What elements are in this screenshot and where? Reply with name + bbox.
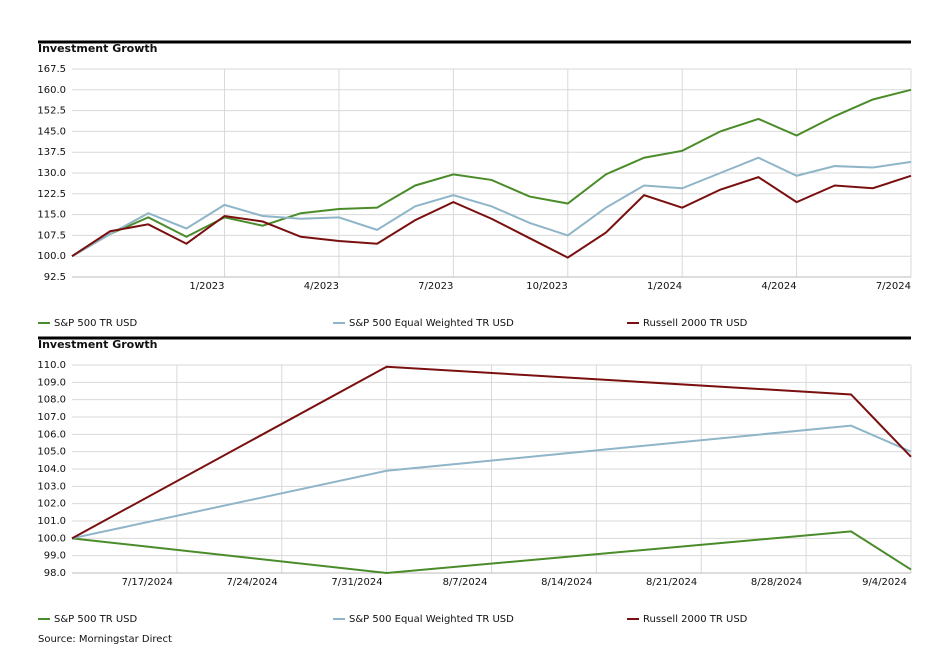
y-tick-label: 160.0 <box>37 85 66 96</box>
y-tick-label: 152.5 <box>37 106 66 117</box>
series-line <box>71 365 912 540</box>
y-tick-label: 107.0 <box>37 412 66 423</box>
y-tick-label: 101.0 <box>37 516 66 527</box>
x-tick-label: 7/31/2024 <box>331 577 382 588</box>
y-tick-label: 107.5 <box>37 230 66 241</box>
y-tick-label: 122.5 <box>37 189 66 200</box>
y-tick-label: 103.0 <box>37 481 66 492</box>
y-tick-label: 100.0 <box>37 533 66 544</box>
x-tick-label: 1/2024 <box>647 281 682 292</box>
y-tick-label: 99.0 <box>44 551 66 562</box>
x-tick-label: 10/2023 <box>526 281 568 292</box>
series-line <box>71 88 912 258</box>
y-tick-label: 145.0 <box>37 126 66 137</box>
x-tick-label: 7/17/2024 <box>122 577 173 588</box>
y-tick-label: 108.0 <box>37 395 66 406</box>
chart-title: Investment Growth <box>38 338 157 351</box>
x-tick-label: 7/2023 <box>418 281 453 292</box>
x-tick-label: 1/2023 <box>189 281 224 292</box>
legend-label: Russell 2000 TR USD <box>643 318 748 329</box>
series-line <box>71 174 912 259</box>
y-tick-label: 115.0 <box>37 210 66 221</box>
y-tick-label: 98.0 <box>44 568 66 579</box>
y-tick-label: 109.0 <box>37 377 66 388</box>
x-tick-label: 8/7/2024 <box>443 577 488 588</box>
x-tick-label: 7/2024 <box>876 281 911 292</box>
chart-title: Investment Growth <box>38 42 157 55</box>
series-line <box>71 424 912 540</box>
y-tick-label: 167.5 <box>37 64 66 75</box>
x-tick-label: 9/4/2024 <box>862 577 907 588</box>
x-tick-label: 4/2024 <box>761 281 796 292</box>
y-tick-label: 137.5 <box>37 147 66 158</box>
legend-label: S&P 500 Equal Weighted TR USD <box>349 614 514 625</box>
y-tick-label: 102.0 <box>37 499 66 510</box>
legend-label: S&P 500 TR USD <box>54 614 138 625</box>
y-tick-label: 104.0 <box>37 464 66 475</box>
y-tick-label: 105.0 <box>37 447 66 458</box>
x-tick-label: 8/28/2024 <box>751 577 802 588</box>
y-tick-label: 100.0 <box>37 251 66 262</box>
x-tick-label: 4/2023 <box>304 281 339 292</box>
x-tick-label: 7/24/2024 <box>226 577 277 588</box>
legend-label: S&P 500 Equal Weighted TR USD <box>349 318 514 329</box>
source-note: Source: Morningstar Direct <box>38 634 172 645</box>
y-tick-label: 130.0 <box>37 168 66 179</box>
y-tick-label: 92.5 <box>44 272 66 283</box>
x-tick-label: 8/14/2024 <box>541 577 592 588</box>
legend-label: S&P 500 TR USD <box>54 318 138 329</box>
x-tick-label: 8/21/2024 <box>646 577 697 588</box>
y-tick-label: 106.0 <box>37 429 66 440</box>
series-line <box>71 530 912 575</box>
y-tick-label: 110.0 <box>37 360 66 371</box>
legend-label: Russell 2000 TR USD <box>643 614 748 625</box>
series-line <box>71 156 912 258</box>
